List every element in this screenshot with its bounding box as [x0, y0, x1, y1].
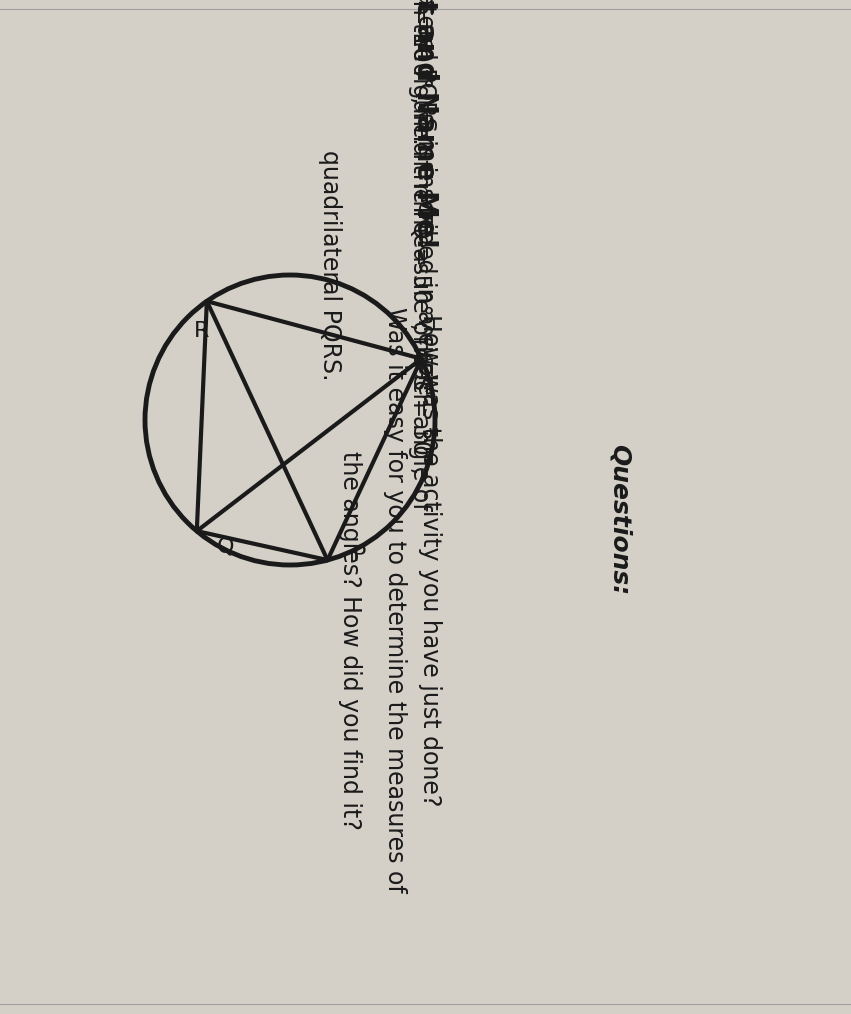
Text: Construct and Name Me!: Construct and Name Me!: [411, 0, 439, 249]
Text: S: S: [420, 318, 433, 339]
Text: A quadrilateral PQRS is inscribed in a circle: A quadrilateral PQRS is inscribed in a c…: [413, 0, 437, 395]
Text: as seen in the figure. If  mP̅Q̅ = 50° , mP̅S̅ = 30°,: as seen in the figure. If mP̅Q̅ = 50° , …: [408, 0, 432, 475]
Text: quadrilateral PQRS.: quadrilateral PQRS.: [318, 150, 342, 380]
Text: the angles? How did you find it?: the angles? How did you find it?: [338, 450, 362, 829]
Text: R: R: [194, 321, 209, 342]
Text: How was the activity you have just done?: How was the activity you have just done?: [418, 313, 442, 806]
Text: Questions:: Questions:: [608, 444, 632, 595]
Text: mQ̅R̅ = 100° , find the measure of each angle of: mQ̅R̅ = 100° , find the measure of each …: [408, 0, 432, 511]
Text: Q: Q: [217, 536, 234, 556]
Text: P: P: [352, 546, 366, 565]
Text: Was it easy for you to determine the measures of: Was it easy for you to determine the mea…: [383, 307, 407, 893]
